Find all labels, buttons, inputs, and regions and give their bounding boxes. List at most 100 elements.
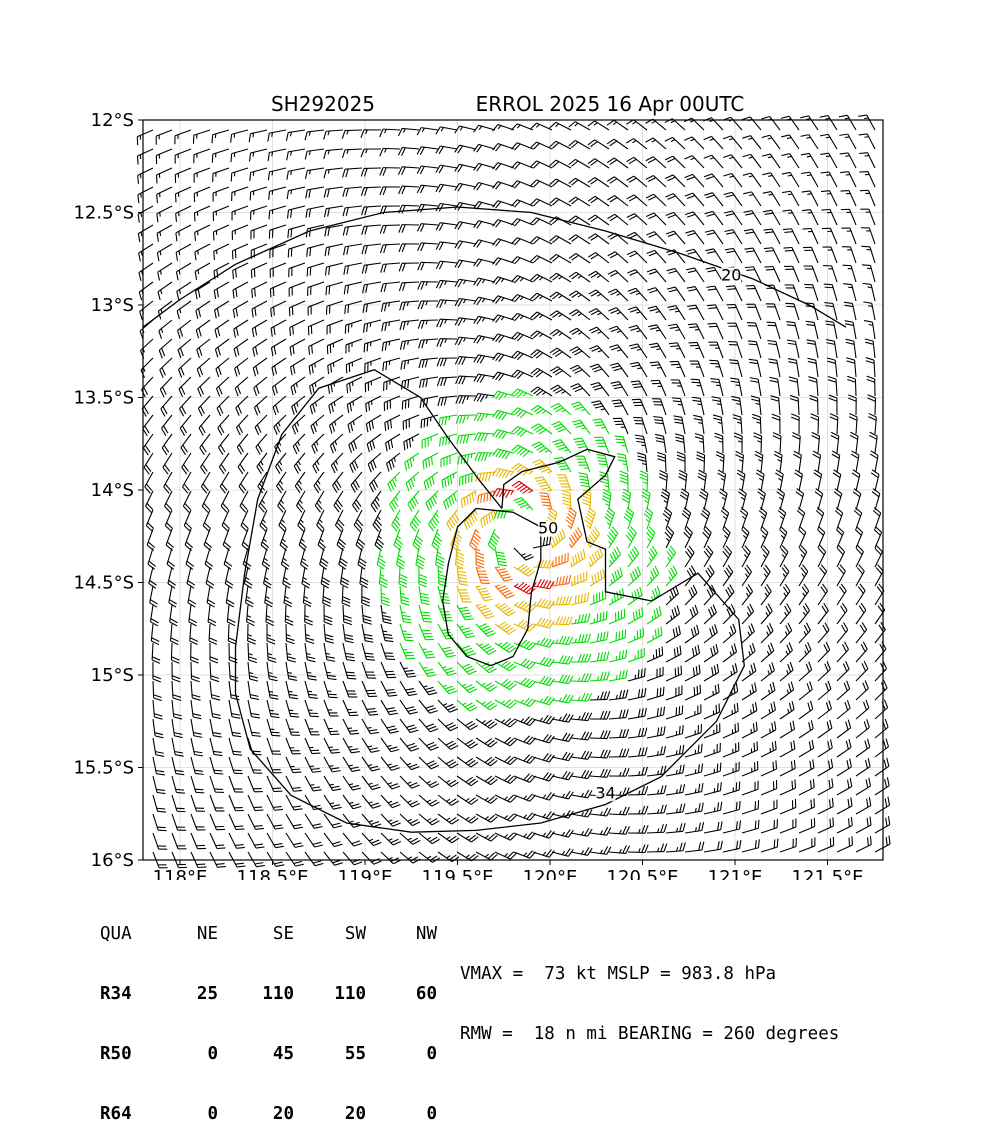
wind-barb bbox=[286, 833, 303, 847]
wind-barb bbox=[723, 526, 730, 548]
wind-barb bbox=[837, 584, 846, 605]
wind-barb bbox=[185, 529, 193, 551]
wind-barb bbox=[349, 434, 362, 453]
wind-barb bbox=[172, 795, 186, 812]
wind-barb bbox=[610, 363, 628, 377]
wind-barb bbox=[305, 719, 320, 735]
wind-barb bbox=[831, 432, 839, 453]
wind-barb bbox=[375, 529, 384, 551]
wind-barb bbox=[262, 548, 270, 569]
wind-barb bbox=[550, 254, 571, 263]
wind-barb bbox=[313, 453, 324, 473]
wind-barb bbox=[271, 301, 286, 317]
wind-barb bbox=[200, 434, 210, 455]
wind-barb bbox=[740, 507, 748, 529]
wind-barb bbox=[780, 682, 794, 700]
wind-barb bbox=[267, 738, 281, 754]
wind-barb bbox=[172, 833, 187, 849]
wind-barb bbox=[533, 831, 554, 839]
wind-barb bbox=[381, 795, 400, 808]
wind-barb bbox=[231, 130, 248, 143]
wind-barb bbox=[514, 832, 536, 840]
wind-barb bbox=[837, 798, 852, 814]
wind-barb bbox=[569, 310, 590, 320]
wind-barb bbox=[765, 266, 780, 282]
wind-barb bbox=[763, 192, 780, 206]
wind-barb bbox=[324, 776, 341, 791]
wind-barb bbox=[324, 681, 338, 698]
wind-barb bbox=[533, 850, 554, 858]
wind-barb bbox=[647, 566, 659, 586]
wind-barb bbox=[455, 241, 476, 249]
wind-barb bbox=[219, 453, 229, 474]
wind-barb bbox=[620, 471, 628, 491]
wind-barb bbox=[210, 738, 223, 756]
wind-barb bbox=[408, 491, 419, 511]
wind-barb bbox=[628, 628, 644, 643]
wind-barb bbox=[609, 845, 630, 853]
wind-barb bbox=[569, 122, 590, 130]
wind-barb bbox=[780, 701, 794, 719]
wind-barb bbox=[210, 795, 224, 811]
wind-barb bbox=[723, 723, 739, 738]
wind-barb bbox=[383, 358, 400, 371]
wind-barb bbox=[493, 469, 514, 479]
wind-barb bbox=[668, 306, 685, 320]
wind-barb bbox=[493, 372, 514, 381]
wind-barb bbox=[493, 144, 514, 152]
wind-barb bbox=[864, 320, 875, 339]
wind-barb bbox=[172, 700, 182, 719]
wind-barb bbox=[837, 642, 848, 662]
wind-barb bbox=[590, 364, 609, 377]
wind-barb bbox=[785, 303, 799, 320]
wind-barb bbox=[533, 715, 554, 724]
wind-barb bbox=[647, 805, 666, 814]
wind-barb bbox=[708, 323, 723, 339]
wind-barb bbox=[723, 155, 742, 168]
cell-nw: 0 bbox=[366, 1104, 437, 1124]
wind-barb bbox=[493, 430, 514, 439]
wind-barb bbox=[191, 662, 200, 682]
wind-barb bbox=[381, 643, 395, 659]
wind-barb bbox=[780, 779, 795, 795]
wind-barb bbox=[742, 117, 761, 130]
wind-barb bbox=[476, 548, 484, 568]
wind-barb bbox=[161, 396, 172, 416]
wind-barb bbox=[608, 289, 628, 301]
wind-barb bbox=[818, 584, 827, 605]
wind-barb bbox=[715, 433, 723, 453]
wind-barb bbox=[475, 453, 495, 461]
wind-barb bbox=[457, 624, 475, 638]
wind-barb bbox=[400, 700, 418, 714]
wind-barb bbox=[488, 529, 499, 551]
wind-barb bbox=[381, 738, 399, 752]
wind-barb bbox=[761, 760, 776, 776]
wind-barb bbox=[172, 719, 183, 738]
wind-barb bbox=[305, 168, 324, 179]
wind-barb bbox=[495, 567, 513, 581]
wind-barb bbox=[438, 700, 458, 712]
wind-barb bbox=[784, 266, 799, 282]
wind-barb bbox=[668, 324, 685, 339]
wind-barb bbox=[438, 814, 459, 824]
wind-barb bbox=[324, 168, 343, 178]
wind-barb bbox=[729, 360, 742, 377]
wind-barb bbox=[552, 675, 573, 684]
wind-barb bbox=[590, 631, 608, 643]
wind-barb bbox=[651, 380, 666, 396]
wind-barb bbox=[801, 172, 818, 187]
wind-barb bbox=[158, 282, 172, 300]
wind-barb bbox=[570, 384, 590, 396]
wind-barb bbox=[422, 434, 438, 449]
wind-barb bbox=[856, 584, 865, 605]
wind-barb bbox=[773, 433, 781, 453]
wind-barb bbox=[647, 746, 665, 757]
wind-barb bbox=[419, 681, 437, 695]
wind-barb bbox=[251, 206, 267, 220]
wind-barb bbox=[761, 584, 771, 605]
wind-barb bbox=[590, 730, 610, 738]
wind-barb bbox=[158, 263, 172, 281]
wind-barb bbox=[590, 569, 605, 586]
wind-barb bbox=[157, 244, 172, 261]
wind-barb bbox=[419, 795, 439, 806]
